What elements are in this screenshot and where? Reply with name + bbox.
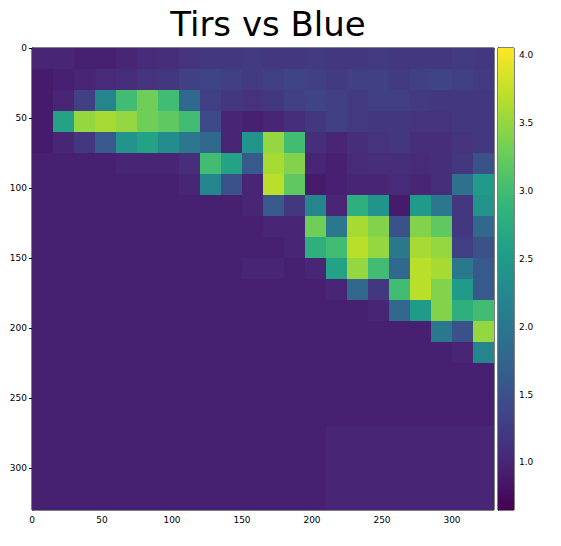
svg-text:0: 0 [21, 43, 27, 53]
svg-text:300: 300 [443, 515, 460, 525]
svg-text:3.0: 3.0 [519, 186, 534, 196]
svg-text:200: 200 [10, 323, 27, 333]
svg-text:50: 50 [16, 113, 28, 123]
svg-text:2.0: 2.0 [519, 322, 534, 332]
svg-text:100: 100 [163, 515, 180, 525]
svg-text:50: 50 [96, 515, 108, 525]
svg-text:0: 0 [29, 515, 35, 525]
svg-text:300: 300 [10, 463, 27, 473]
svg-text:250: 250 [10, 393, 27, 403]
svg-text:150: 150 [10, 253, 27, 263]
svg-text:2.5: 2.5 [519, 254, 533, 264]
svg-text:200: 200 [303, 515, 320, 525]
svg-text:1.5: 1.5 [519, 390, 533, 400]
svg-text:100: 100 [10, 183, 27, 193]
svg-text:150: 150 [233, 515, 250, 525]
svg-text:4.0: 4.0 [519, 50, 534, 60]
svg-text:1.0: 1.0 [519, 457, 534, 467]
svg-text:Tirs vs Blue: Tirs vs Blue [169, 4, 366, 44]
svg-text:250: 250 [373, 515, 390, 525]
svg-text:3.5: 3.5 [519, 118, 533, 128]
